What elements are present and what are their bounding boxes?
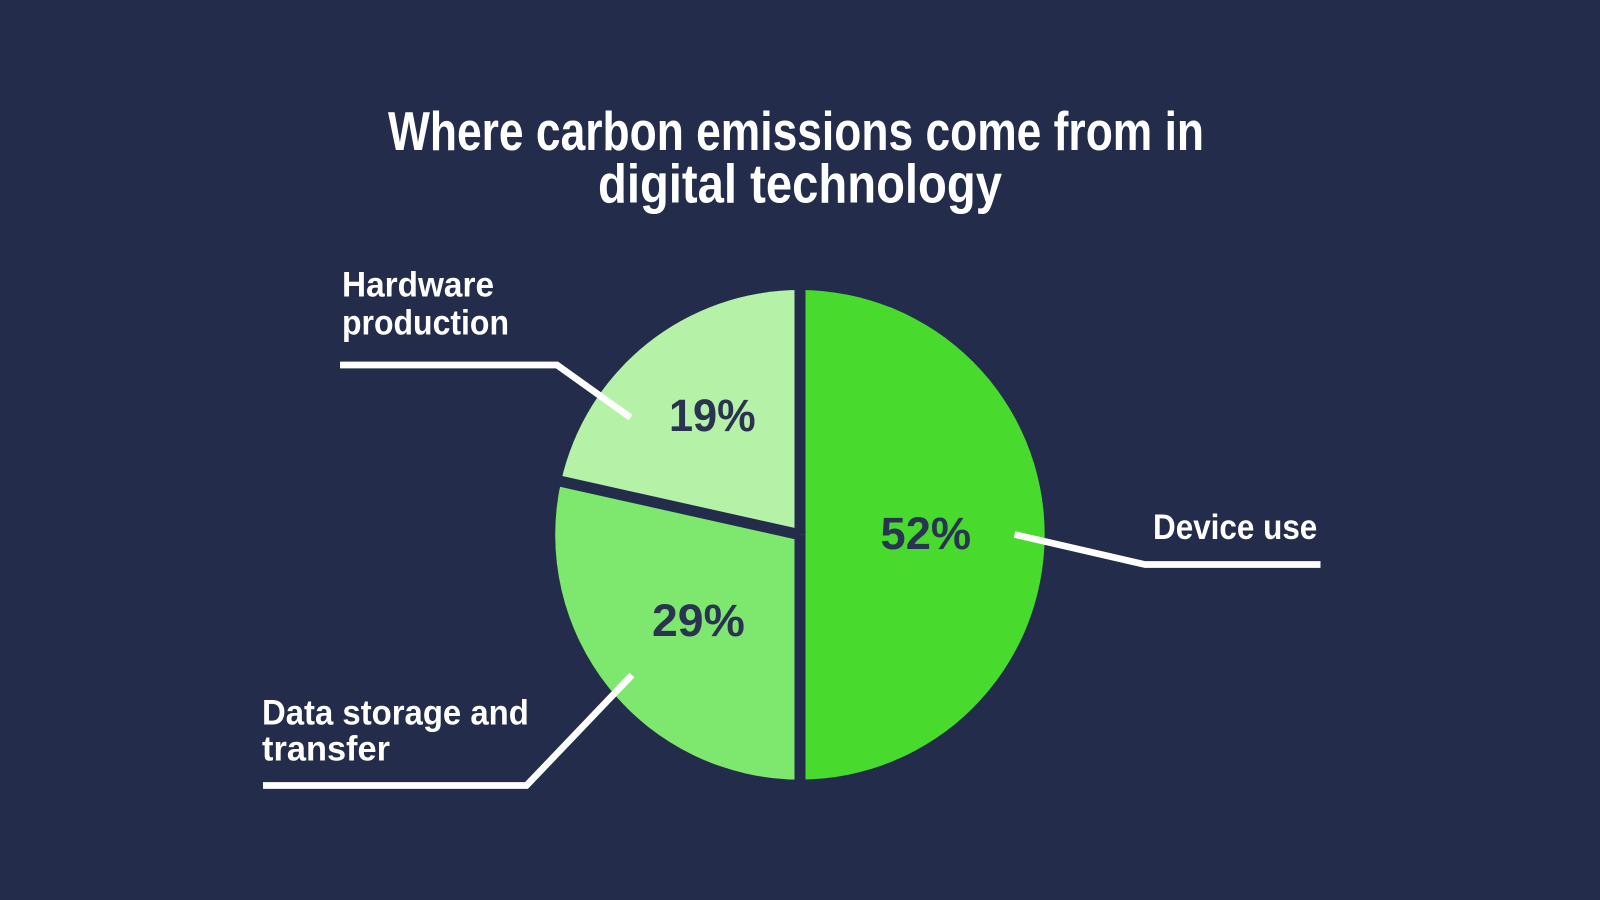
svg-text:digital technology: digital technology [598,153,1002,215]
svg-text:52%: 52% [881,508,972,559]
svg-text:transfer: transfer [262,729,390,768]
svg-text:Device use: Device use [1153,508,1317,547]
svg-text:Hardware: Hardware [342,265,494,304]
svg-text:19%: 19% [669,390,756,441]
svg-text:29%: 29% [652,595,745,646]
svg-text:production: production [342,304,509,343]
svg-text:Where carbon emissions come fr: Where carbon emissions come from in [388,100,1204,162]
svg-text:Data storage and: Data storage and [262,694,529,733]
